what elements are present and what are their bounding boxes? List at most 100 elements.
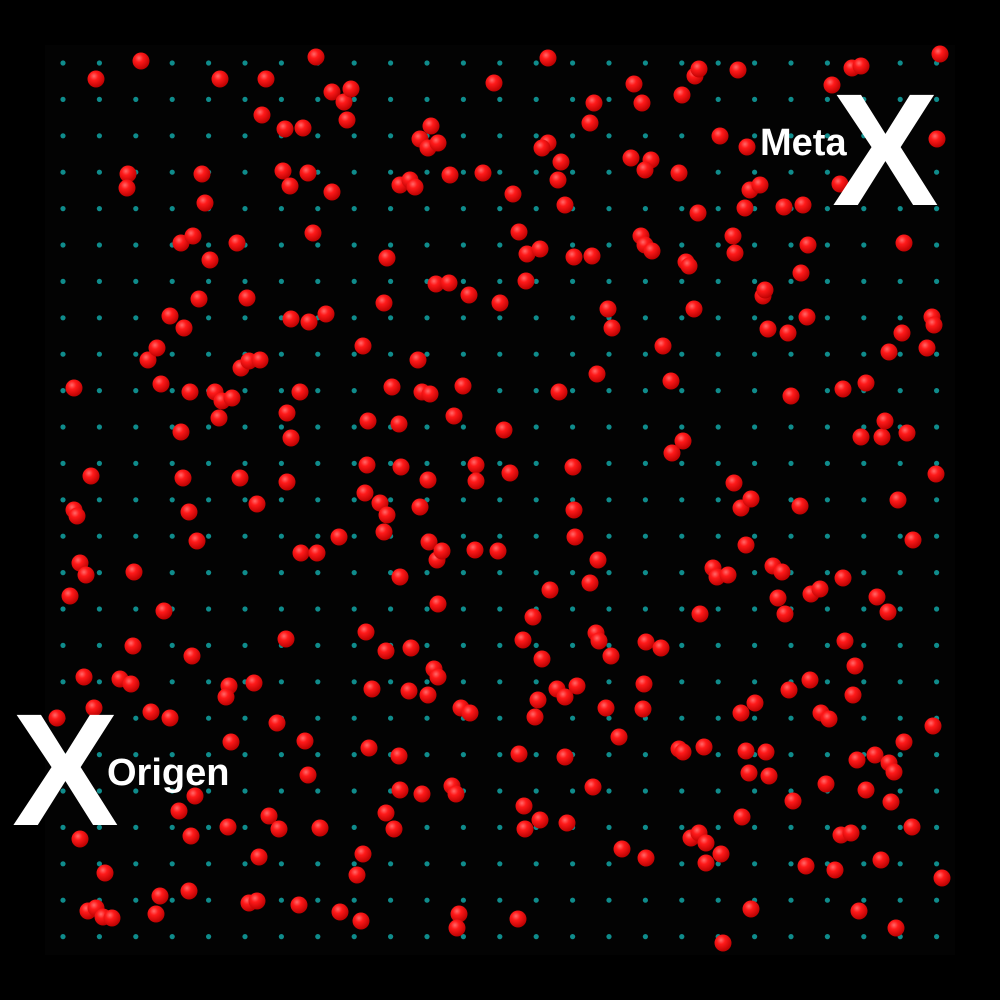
grid-dot <box>169 169 175 175</box>
grid-dot <box>606 60 612 66</box>
obstacle-ball <box>889 491 907 509</box>
obstacle-ball <box>691 605 709 623</box>
obstacle-ball <box>419 471 437 489</box>
grid-dot <box>533 351 539 357</box>
obstacle-ball <box>348 866 366 884</box>
obstacle-ball <box>636 161 654 179</box>
grid-dot <box>606 278 612 284</box>
grid-dot <box>278 351 284 357</box>
grid-dot <box>788 315 794 321</box>
grid-dot <box>861 715 867 721</box>
obstacle-ball <box>331 903 349 921</box>
obstacle-ball <box>352 912 370 930</box>
grid-dot <box>861 570 867 576</box>
obstacle-ball <box>427 275 445 293</box>
grid-dot <box>861 169 867 175</box>
grid-dot <box>752 388 758 394</box>
grid-dot <box>96 133 102 139</box>
grid-dot <box>642 388 649 394</box>
grid-dot <box>934 460 940 466</box>
grid-dot <box>679 897 685 903</box>
grid-dot <box>715 679 721 685</box>
obstacle-ball <box>299 164 317 182</box>
grid-dot <box>642 351 649 357</box>
grid-dot <box>133 897 139 903</box>
grid-dot <box>169 788 175 794</box>
grid-dot <box>206 96 212 102</box>
obstacle-ball <box>635 675 653 693</box>
grid-dot <box>96 96 102 102</box>
obstacle-ball <box>556 688 574 706</box>
grid-dot <box>169 497 175 503</box>
obstacle-ball <box>799 236 817 254</box>
obstacle-ball <box>834 380 852 398</box>
grid-dot <box>315 169 321 175</box>
grid-dot <box>715 424 721 430</box>
grid-dot <box>533 570 539 576</box>
grid-dot <box>642 315 649 321</box>
obstacle-ball <box>61 587 79 605</box>
grid-dot <box>242 533 248 539</box>
grid-dot <box>169 824 175 831</box>
grid-dot <box>824 497 831 503</box>
grid-dot <box>934 96 940 102</box>
grid-dot <box>242 388 248 394</box>
grid-dot <box>315 206 321 212</box>
obstacle-ball <box>634 700 652 718</box>
grid-dot <box>351 388 357 394</box>
obstacle-ball <box>82 467 100 485</box>
grid-dot <box>715 315 721 321</box>
grid-dot <box>497 169 503 175</box>
obstacle-ball <box>196 194 214 212</box>
obstacle-ball <box>801 671 819 689</box>
grid-dot <box>60 824 66 831</box>
grid-dot <box>533 642 539 649</box>
obstacle-ball <box>311 819 329 837</box>
obstacle-ball <box>895 234 913 252</box>
obstacle-ball <box>738 138 756 156</box>
grid-dot <box>60 752 66 758</box>
obstacle-ball <box>918 339 936 357</box>
obstacle-ball <box>846 657 864 675</box>
grid-dot <box>169 897 175 903</box>
grid-dot <box>388 242 394 248</box>
obstacle-ball <box>652 639 670 657</box>
grid-dot <box>533 388 539 394</box>
grid-dot <box>788 424 794 430</box>
grid-dot <box>388 606 394 612</box>
obstacle-ball <box>356 484 374 502</box>
grid-dot <box>351 533 357 539</box>
grid-dot <box>897 752 903 758</box>
grid-dot <box>861 497 867 503</box>
obstacle-ball <box>637 633 655 651</box>
obstacle-ball <box>879 603 897 621</box>
grid-dot <box>351 96 357 102</box>
grid-dot <box>570 934 576 940</box>
grid-dot <box>788 533 794 539</box>
obstacle-ball <box>429 595 447 613</box>
grid-dot <box>533 206 539 212</box>
grid-dot <box>824 169 831 175</box>
grid-dot <box>861 278 867 284</box>
grid-dot <box>679 278 685 284</box>
grid-dot <box>424 715 430 721</box>
grid-dot <box>934 788 940 794</box>
grid-dot <box>242 424 248 430</box>
grid-dot <box>388 897 394 903</box>
grid-dot <box>642 606 649 612</box>
grid-dot <box>133 424 139 430</box>
obstacle-ball <box>509 910 527 928</box>
obstacle-ball <box>308 544 326 562</box>
obstacle-ball <box>504 185 522 203</box>
grid-dot <box>351 460 357 466</box>
grid-dot <box>533 897 539 903</box>
grid-dot <box>460 533 466 539</box>
grid-dot <box>96 861 102 867</box>
grid-dot <box>242 715 248 721</box>
obstacle-ball <box>181 383 199 401</box>
obstacle-ball <box>342 80 360 98</box>
grid-dot <box>570 278 576 284</box>
grid-dot <box>96 278 102 284</box>
grid-dot <box>278 788 284 794</box>
grid-dot <box>206 497 212 503</box>
